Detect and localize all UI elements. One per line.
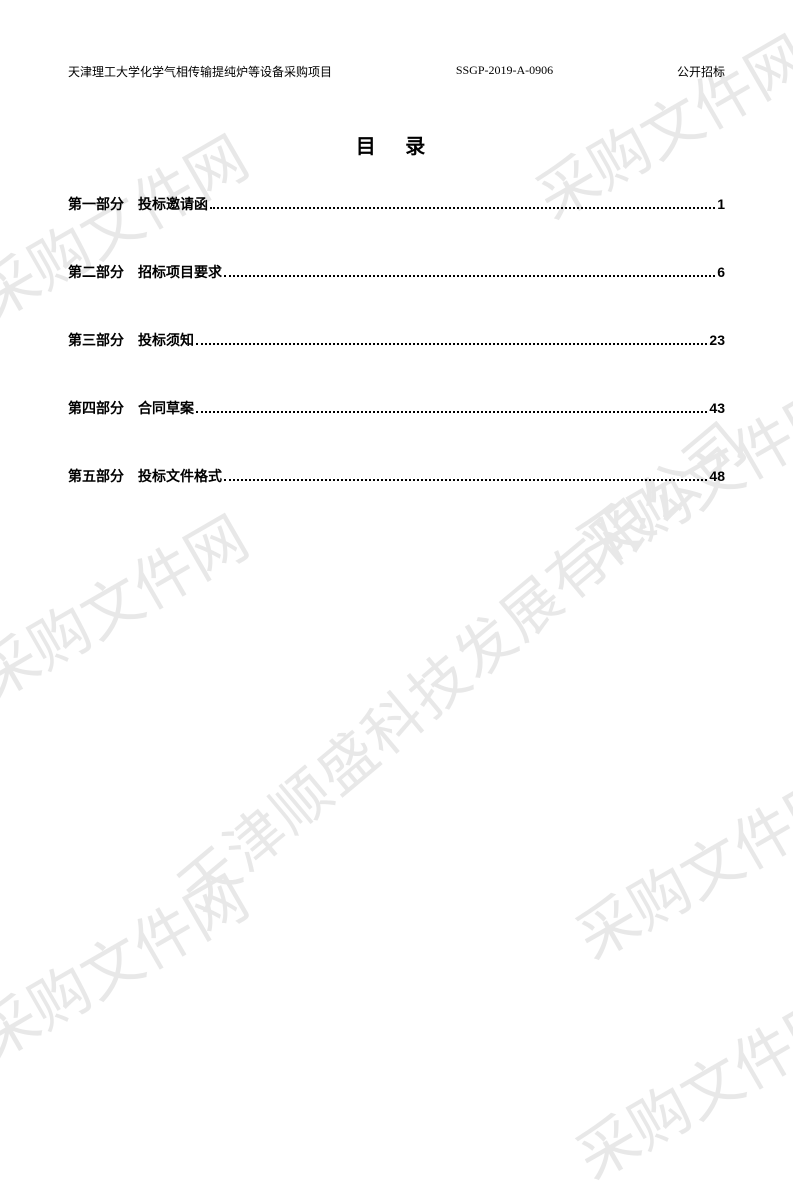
toc-item: 第一部分 投标邀请函 1 xyxy=(68,194,725,214)
toc-section-name: 投标须知 xyxy=(138,330,194,350)
page-content: 天津理工大学化学气相传输提纯炉等设备采购项目 SSGP-2019-A-0906 … xyxy=(0,0,793,486)
toc-part-label: 第五部分 xyxy=(68,466,124,486)
toc-item: 第五部分 投标文件格式 48 xyxy=(68,466,725,486)
toc-page-number: 48 xyxy=(709,468,725,484)
page-title: 目 录 xyxy=(68,130,725,159)
toc-item: 第二部分 招标项目要求 6 xyxy=(68,262,725,282)
toc-part-label: 第二部分 xyxy=(68,262,124,282)
toc-part-label: 第四部分 xyxy=(68,398,124,418)
toc-section-name: 招标项目要求 xyxy=(138,262,222,282)
toc-item: 第四部分 合同草案 43 xyxy=(68,398,725,418)
toc-part-label: 第一部分 xyxy=(68,194,124,214)
toc-item: 第三部分 投标须知 23 xyxy=(68,330,725,350)
toc-part-label: 第三部分 xyxy=(68,330,124,350)
toc-section-name: 投标文件格式 xyxy=(138,466,222,486)
header-project-name: 天津理工大学化学气相传输提纯炉等设备采购项目 xyxy=(68,63,332,80)
watermark-text: 采购文件网 xyxy=(0,851,262,1076)
toc-leader-dots xyxy=(196,411,707,413)
page-header: 天津理工大学化学气相传输提纯炉等设备采购项目 SSGP-2019-A-0906 … xyxy=(68,63,725,80)
toc-leader-dots xyxy=(224,275,715,277)
header-bid-type: 公开招标 xyxy=(677,63,725,80)
toc-page-number: 1 xyxy=(717,196,725,212)
header-document-code: SSGP-2019-A-0906 xyxy=(456,63,553,80)
watermark-text: 采购文件网 xyxy=(558,971,793,1196)
toc-page-number: 6 xyxy=(717,264,725,280)
toc-page-number: 23 xyxy=(709,332,725,348)
toc-leader-dots xyxy=(196,343,707,345)
watermark-text: 采购文件网 xyxy=(0,491,262,716)
toc-section-name: 合同草案 xyxy=(138,398,194,418)
toc-page-number: 43 xyxy=(709,400,725,416)
table-of-contents: 第一部分 投标邀请函 1 第二部分 招标项目要求 6 第三部分 投标须知 23 … xyxy=(68,194,725,486)
toc-section-name: 投标邀请函 xyxy=(138,194,208,214)
watermark-text: 采购文件网 xyxy=(558,751,793,976)
toc-leader-dots xyxy=(224,479,707,481)
toc-leader-dots xyxy=(210,207,715,209)
